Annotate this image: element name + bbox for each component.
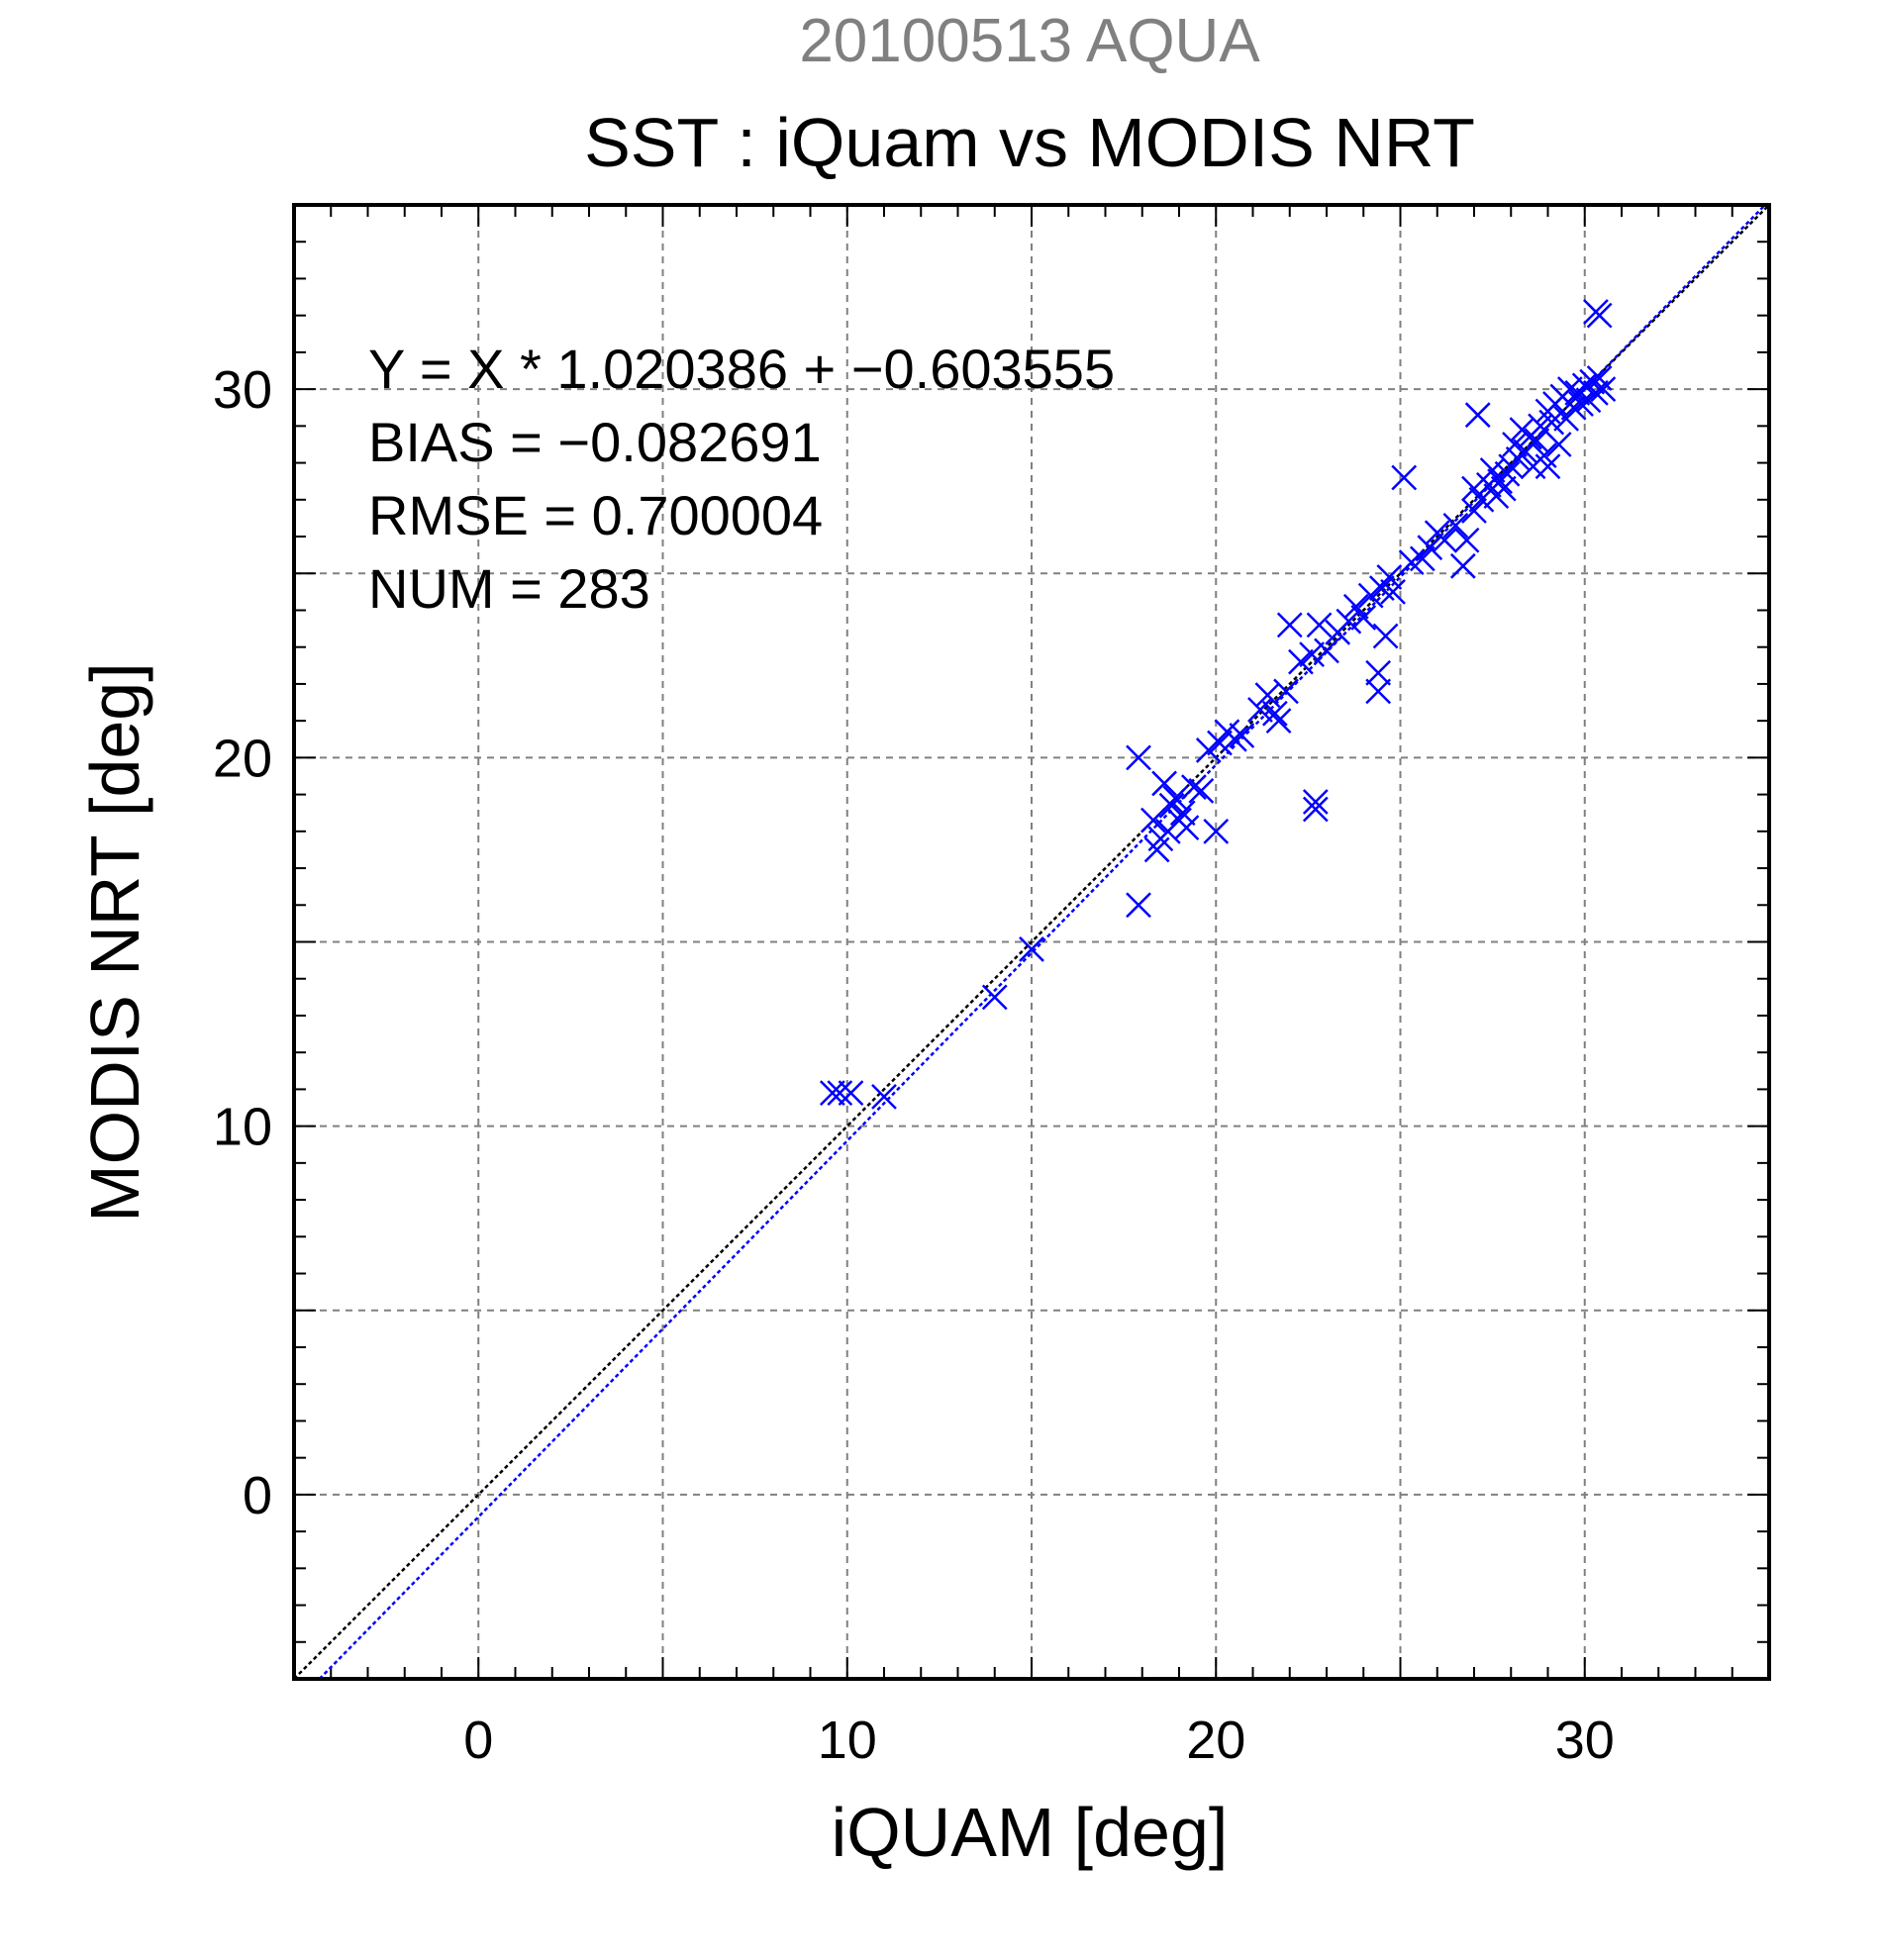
data-point — [1181, 774, 1207, 801]
data-point — [1019, 936, 1044, 962]
y-tick-label: 0 — [243, 1466, 272, 1525]
identity-line — [293, 204, 1770, 1680]
x-tick-label: 20 — [1186, 1711, 1245, 1770]
data-point — [1203, 818, 1230, 844]
y-tick-label: 30 — [213, 360, 272, 420]
data-point — [1365, 659, 1392, 686]
y-tick-label: 10 — [213, 1098, 272, 1157]
data-point — [1409, 545, 1436, 572]
data-point — [1151, 770, 1177, 797]
data-point — [1432, 527, 1458, 553]
data-point — [1583, 299, 1609, 325]
data-point — [1417, 535, 1443, 561]
data-point — [1365, 678, 1392, 705]
data-point — [1502, 432, 1528, 457]
data-point — [1221, 726, 1247, 752]
data-point — [1162, 785, 1189, 812]
data-point — [1372, 623, 1399, 649]
data-point — [1449, 552, 1476, 579]
x-tick-label: 10 — [818, 1711, 877, 1770]
data-point — [1583, 379, 1609, 406]
x-tick-label: 30 — [1555, 1711, 1615, 1770]
data-point — [1380, 578, 1406, 605]
data-point — [1350, 605, 1377, 631]
data-point — [1247, 697, 1273, 723]
data-point — [1299, 641, 1325, 668]
data-point — [1494, 460, 1521, 487]
data-point — [1273, 678, 1299, 705]
data-point — [1261, 700, 1288, 727]
data-point — [1342, 593, 1369, 620]
data-point — [1302, 796, 1329, 823]
data-point — [1336, 608, 1362, 635]
data-point — [819, 1080, 845, 1107]
data-point — [1545, 432, 1572, 457]
stats-line-num: NUM = 283 — [368, 557, 650, 620]
data-point — [1376, 564, 1403, 590]
chart-supertitle: 20100513 AQUA — [799, 7, 1260, 75]
data-point — [1490, 475, 1517, 502]
chart-title: SST : iQuam vs MODIS NRT — [584, 104, 1475, 181]
y-axis-label: MODIS NRT [deg] — [76, 662, 153, 1222]
data-point — [1302, 789, 1329, 815]
data-point — [1173, 815, 1200, 840]
y-tick-label: 20 — [213, 729, 272, 788]
data-point — [1391, 464, 1418, 491]
data-point — [1590, 376, 1617, 403]
data-point — [871, 1083, 897, 1110]
y-tick-labels: 0 10 20 30 — [213, 360, 272, 1525]
data-point — [1524, 428, 1550, 454]
data-point — [1464, 402, 1491, 429]
data-point — [1306, 612, 1333, 638]
data-point — [1288, 648, 1314, 675]
data-point — [1229, 723, 1255, 748]
data-point — [1126, 744, 1151, 771]
plot-frame — [292, 203, 1771, 1681]
data-point — [1169, 800, 1196, 827]
stats-line-rmse: RMSE = 0.700004 — [368, 484, 823, 546]
x-tick-labels: 0 10 20 30 — [463, 1711, 1615, 1770]
data-point — [1140, 807, 1166, 833]
data-point — [838, 1080, 864, 1107]
data-point — [1461, 498, 1487, 524]
x-tick-label: 0 — [463, 1711, 493, 1770]
data-point — [1158, 792, 1185, 819]
data-point — [1207, 730, 1233, 756]
data-point — [1442, 512, 1469, 539]
data-markers — [819, 299, 1617, 1110]
grid-lines — [294, 205, 1769, 1679]
stats-annotation: Y = X * 1.020386 + −0.603555 BIAS = −0.0… — [368, 338, 1115, 620]
data-point — [1265, 708, 1292, 735]
data-point — [1126, 892, 1151, 919]
data-point — [1560, 394, 1587, 421]
stats-line-fit: Y = X * 1.020386 + −0.603555 — [368, 338, 1115, 400]
data-point — [1534, 453, 1561, 480]
data-point — [1314, 637, 1339, 664]
x-axis-label: iQUAM [deg] — [832, 1794, 1229, 1871]
data-point — [981, 984, 1008, 1011]
data-point — [1188, 777, 1215, 804]
stats-line-bias: BIAS = −0.082691 — [368, 411, 822, 473]
data-point — [827, 1080, 853, 1107]
data-point — [1453, 527, 1480, 553]
data-point — [1276, 612, 1303, 638]
